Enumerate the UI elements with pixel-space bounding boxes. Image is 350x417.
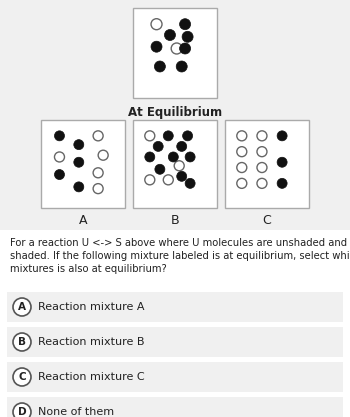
Text: Reaction mixture B: Reaction mixture B	[38, 337, 145, 347]
Circle shape	[154, 61, 166, 72]
Circle shape	[163, 131, 173, 141]
Bar	[133, 8, 217, 98]
Circle shape	[277, 178, 287, 188]
Circle shape	[177, 171, 187, 181]
Bar	[7, 397, 343, 417]
Circle shape	[176, 61, 187, 72]
Circle shape	[13, 403, 31, 417]
Circle shape	[277, 157, 287, 167]
Circle shape	[257, 147, 267, 157]
Text: C: C	[18, 372, 26, 382]
Circle shape	[93, 183, 103, 193]
Circle shape	[277, 131, 287, 141]
Bar	[7, 362, 343, 392]
Circle shape	[257, 178, 267, 188]
Bar	[7, 292, 343, 322]
Text: For a reaction U <-> S above where U molecules are unshaded and S molecules are
: For a reaction U <-> S above where U mol…	[10, 238, 350, 274]
Circle shape	[163, 175, 173, 185]
Circle shape	[182, 31, 193, 42]
Circle shape	[177, 141, 187, 151]
Circle shape	[13, 298, 31, 316]
Bar	[41, 120, 125, 208]
Circle shape	[155, 164, 165, 174]
Text: Reaction mixture A: Reaction mixture A	[38, 302, 145, 312]
Circle shape	[185, 178, 195, 188]
Circle shape	[257, 131, 267, 141]
Circle shape	[55, 131, 64, 141]
Circle shape	[237, 178, 247, 188]
Circle shape	[13, 333, 31, 351]
Text: Reaction mixture C: Reaction mixture C	[38, 372, 145, 382]
Circle shape	[257, 163, 267, 173]
Circle shape	[237, 147, 247, 157]
Circle shape	[237, 163, 247, 173]
Circle shape	[13, 368, 31, 386]
Circle shape	[164, 30, 175, 40]
Circle shape	[74, 157, 84, 167]
Circle shape	[55, 170, 64, 180]
Bar	[0, 0, 350, 230]
Circle shape	[153, 141, 163, 151]
Circle shape	[180, 43, 191, 54]
Text: D: D	[18, 407, 26, 417]
Circle shape	[171, 43, 182, 54]
Circle shape	[74, 182, 84, 192]
Bar	[7, 327, 343, 357]
Text: A: A	[79, 214, 87, 227]
Text: C: C	[262, 214, 271, 227]
Circle shape	[183, 131, 193, 141]
Bar	[0, 230, 350, 417]
Circle shape	[93, 168, 103, 178]
Circle shape	[145, 131, 155, 141]
Circle shape	[98, 150, 108, 160]
Circle shape	[151, 41, 162, 52]
Circle shape	[185, 152, 195, 162]
Text: At Equilibrium: At Equilibrium	[128, 106, 222, 119]
Circle shape	[174, 161, 184, 171]
Circle shape	[168, 152, 178, 162]
Bar	[225, 120, 309, 208]
Circle shape	[180, 19, 191, 30]
Circle shape	[237, 131, 247, 141]
Text: B: B	[171, 214, 179, 227]
Circle shape	[55, 152, 64, 162]
Circle shape	[145, 152, 155, 162]
Text: None of them: None of them	[38, 407, 114, 417]
Circle shape	[74, 140, 84, 150]
Circle shape	[145, 175, 155, 185]
Text: B: B	[18, 337, 26, 347]
Circle shape	[93, 131, 103, 141]
Text: A: A	[18, 302, 26, 312]
Circle shape	[151, 19, 162, 30]
Bar	[133, 120, 217, 208]
